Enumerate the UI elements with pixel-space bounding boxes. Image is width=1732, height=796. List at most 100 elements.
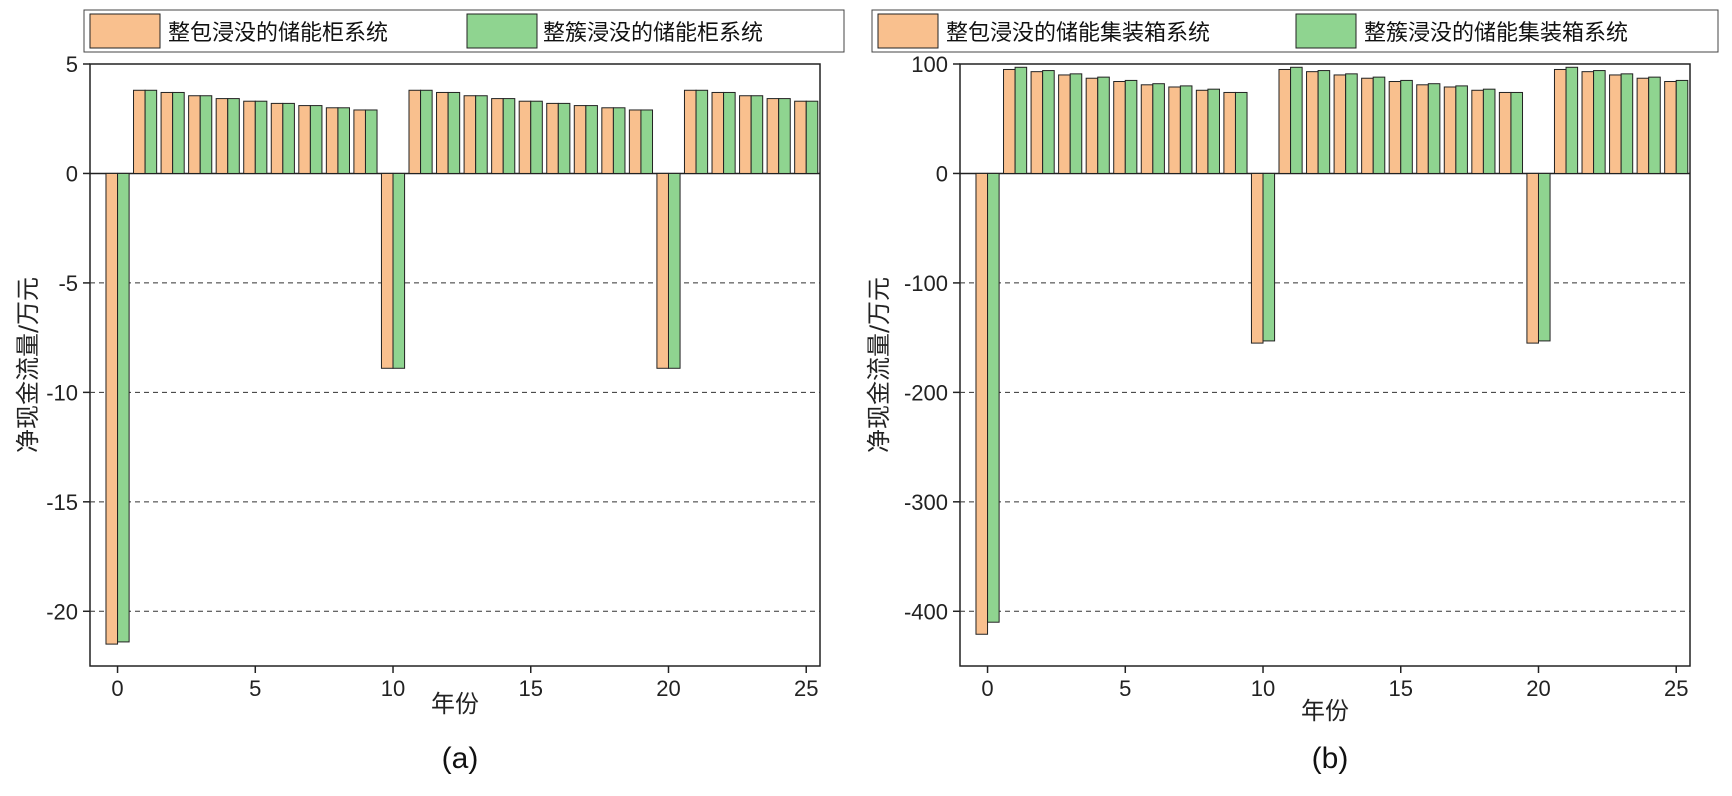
- bar-a-series2-year7: [309, 105, 323, 174]
- legend-swatch-b-1: [877, 13, 939, 49]
- bar-a-series1-year16: [546, 102, 559, 174]
- bar-b-series2-year14: [1372, 76, 1386, 174]
- bar-b-series1-year20: [1526, 172, 1539, 344]
- bar-b-series1-year0: [975, 172, 989, 635]
- y-tick-label: -5: [58, 271, 78, 296]
- y-tick-label: -15: [46, 490, 78, 515]
- bar-b-series1-year25: [1664, 81, 1677, 174]
- x-tick-label: 0: [111, 676, 123, 701]
- legend-box-a: [83, 9, 845, 53]
- bar-a-series2-year16: [557, 102, 571, 174]
- bar-b-series1-year12: [1306, 71, 1319, 174]
- x-tick-label: 25: [794, 676, 818, 701]
- bar-b-series2-year9: [1234, 91, 1248, 174]
- bar-b-series2-year11: [1290, 66, 1303, 174]
- bar-a-series2-year19: [640, 109, 654, 174]
- x-tick-label: 10: [381, 676, 405, 701]
- bar-a-series1-year25: [794, 100, 807, 174]
- x-tick-label: 20: [656, 676, 680, 701]
- bar-a-series1-year14: [491, 98, 504, 174]
- y-tick-label: -400: [904, 599, 948, 624]
- y-axis-label-b: 净现金流量/万元: [865, 277, 893, 453]
- x-axis-ticks-b: 0 5 10 15 20 25: [981, 666, 1688, 701]
- bar-a-series1-year8: [325, 107, 339, 174]
- bar-b-series2-year12: [1317, 70, 1331, 174]
- bar-a-series2-year11: [420, 89, 433, 174]
- bar-a-series2-year5: [254, 100, 268, 174]
- bar-a-series1-year4: [215, 98, 229, 174]
- legend-label-b-2: 整簇浸没的储能集装箱系统: [1364, 21, 1628, 46]
- bar-a-series2-year0: [117, 172, 130, 643]
- bar-b-series1-year10: [1250, 172, 1264, 344]
- bar-b-series2-year18: [1482, 88, 1496, 174]
- legend-label-b-1: 整包浸没的储能集装箱系统: [946, 21, 1210, 46]
- bar-b-series2-year25: [1675, 79, 1689, 174]
- bar-b-series1-year3: [1058, 74, 1071, 174]
- x-tick-label: 5: [1119, 676, 1131, 701]
- grid-lines-b: [960, 172, 1690, 612]
- bar-a-series1-year13: [463, 95, 477, 174]
- x-tick-label: 5: [249, 676, 261, 701]
- bar-a-series2-year13: [475, 95, 488, 174]
- y-tick-label: -20: [46, 599, 78, 624]
- bar-b-series1-year24: [1636, 77, 1650, 174]
- legend-swatch-b-2: [1295, 13, 1357, 49]
- x-tick-label: 0: [981, 676, 993, 701]
- bar-a-series2-year10: [392, 172, 406, 369]
- bar-a-series1-year21: [683, 89, 697, 174]
- bar-a-series2-year15: [530, 100, 543, 174]
- legend-swatch-a-1: [89, 13, 161, 49]
- bar-b-series2-year23: [1620, 73, 1634, 174]
- bar-a-series2-year17: [585, 105, 598, 174]
- bar-b-series1-year22: [1581, 71, 1595, 174]
- bar-a-series1-year1: [133, 89, 146, 174]
- bar-a-series2-year2: [172, 91, 185, 174]
- bar-b-series2-year2: [1042, 70, 1055, 174]
- bar-a-series2-year9: [364, 109, 378, 174]
- bar-b-series1-year15: [1388, 81, 1402, 174]
- bar-a-series2-year24: [778, 98, 791, 174]
- bar-a-series1-year11: [408, 89, 422, 174]
- bar-b-series1-year18: [1471, 89, 1484, 174]
- bar-a-series1-year12: [436, 91, 449, 174]
- bar-b-series1-year7: [1168, 86, 1181, 174]
- bar-a-series1-year22: [711, 91, 725, 174]
- bar-a-series2-year20: [667, 172, 681, 369]
- bar-a-series1-year20: [656, 172, 669, 369]
- chart-panel-a: 5 0 -5 -10 -15 -20 0 5 10 15 20 25 年份 净现金流量/万元 整包浸…: [14, 9, 845, 775]
- bar-b-series1-year6: [1140, 84, 1154, 174]
- y-axis-label-a: 净现金流量/万元: [14, 277, 42, 453]
- bar-b-series1-year16: [1416, 84, 1429, 174]
- bar-b-series1-year8: [1195, 89, 1209, 174]
- y-tick-label: 5: [66, 52, 78, 77]
- bar-b-series2-year13: [1345, 73, 1358, 174]
- bar-b-series2-year6: [1152, 83, 1165, 174]
- x-axis-label-b: 年份: [1301, 697, 1349, 725]
- bar-a-series1-year0: [105, 172, 119, 645]
- y-axis-ticks-a: 5 0 -5 -10 -15 -20: [46, 52, 90, 624]
- panel-label-a: (a): [442, 742, 479, 775]
- bar-b-series2-year16: [1427, 83, 1441, 174]
- legend-box-b: [871, 9, 1719, 53]
- bar-a-series2-year3: [199, 95, 213, 174]
- bar-b-series2-year22: [1593, 70, 1606, 174]
- bar-b-series1-year5: [1113, 81, 1126, 174]
- bar-b-series2-year0: [987, 172, 1000, 623]
- y-tick-label: -300: [904, 490, 948, 515]
- bar-b-series2-year19: [1510, 91, 1524, 174]
- bar-b-series2-year10: [1262, 172, 1276, 342]
- x-tick-label: 15: [1389, 676, 1413, 701]
- bar-a-series2-year23: [750, 95, 764, 174]
- bar-b-series2-year7: [1179, 85, 1193, 174]
- y-tick-label: -100: [904, 271, 948, 296]
- bar-a-series1-year15: [518, 100, 532, 174]
- bar-a-series1-year24: [766, 98, 780, 174]
- bars-b: [975, 66, 1689, 635]
- y-tick-label: -200: [904, 380, 948, 405]
- bar-a-series2-year22: [723, 91, 736, 174]
- bar-a-series2-year14: [502, 98, 516, 174]
- grid-lines-a: [90, 172, 820, 612]
- legend-swatch-a-2: [466, 13, 538, 49]
- bar-b-series2-year3: [1069, 73, 1083, 174]
